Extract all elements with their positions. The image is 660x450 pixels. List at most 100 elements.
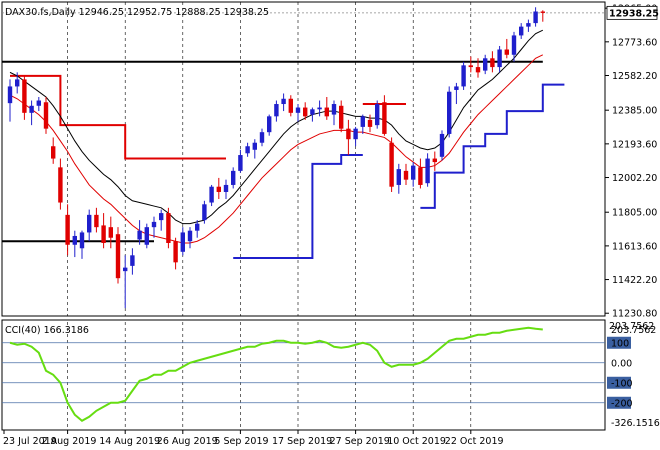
candle-body (187, 230, 193, 242)
candle (101, 213, 106, 249)
cci-indicator-label: CCI(40) 166.3186 (5, 325, 89, 336)
cci-level-box (607, 336, 631, 349)
cci-current-value-label: 203.7562 (609, 321, 654, 332)
candle (447, 86, 452, 138)
candle (137, 220, 142, 245)
candle (367, 114, 373, 133)
candle-body (216, 186, 221, 192)
price-tick-label: 12002.20 (612, 173, 657, 184)
candle (468, 56, 473, 73)
price-tick-label: 12193.60 (612, 139, 657, 150)
candle (130, 248, 135, 275)
candle-body (346, 128, 351, 140)
candle-body (87, 214, 92, 233)
candle-body (382, 102, 387, 134)
candle-body (202, 204, 207, 221)
candle-body (468, 65, 473, 68)
candle-body (288, 98, 293, 113)
candle-body (331, 104, 337, 115)
candle (490, 51, 495, 73)
candle (195, 220, 200, 238)
price-tick-label: 12582.20 (612, 71, 657, 82)
candle (439, 130, 445, 161)
candle-body (180, 232, 185, 252)
time-tick-label: 22 Oct 2019 (445, 436, 504, 447)
candle (418, 158, 423, 189)
cci-level-label: -100 (611, 378, 633, 389)
candle-body (526, 23, 531, 27)
candle (166, 207, 171, 249)
candle (43, 96, 49, 134)
candle (540, 10, 545, 22)
cci-panel-frame (1, 319, 606, 431)
cci-grid (67, 322, 472, 430)
candle (22, 75, 27, 120)
candle (108, 216, 113, 249)
candle (511, 31, 517, 62)
candle-body (396, 169, 401, 185)
cci-axis: 100 0.00 -100 -200 203.7562 -326.1516 203.7562 (607, 321, 660, 429)
candle-body (22, 79, 27, 113)
candle-body (310, 109, 315, 115)
candle-body (259, 132, 265, 143)
candle-body (447, 91, 452, 134)
cci-level-label: 100 (611, 338, 629, 349)
current-price-box (606, 5, 658, 20)
candle-body (36, 100, 41, 106)
candle (288, 95, 293, 117)
candle-body (511, 35, 517, 55)
candle (281, 93, 286, 112)
price-tick-label: 11230.80 (612, 309, 657, 320)
candle (411, 162, 416, 187)
candle-body (72, 235, 77, 245)
candle-body (159, 213, 164, 221)
candle (331, 100, 337, 126)
candle (475, 58, 481, 78)
candle (396, 163, 401, 194)
cci-level-box (607, 376, 631, 389)
time-tick-label: 27 Sep 2019 (330, 436, 390, 447)
candle (238, 149, 243, 173)
price-panel-frame (1, 1, 606, 317)
candle-body (375, 104, 380, 126)
candle-body (245, 146, 250, 154)
candle (497, 45, 502, 73)
candle-body (490, 58, 495, 68)
candle-body (195, 223, 200, 231)
moving-averages (9, 29, 544, 244)
candle (151, 216, 157, 238)
cci-level-box (607, 396, 631, 409)
candle-body (166, 213, 171, 243)
time-tick-label: 5 Sep 2019 (214, 436, 268, 447)
candle-body (173, 241, 178, 263)
cci-max-label: 203.7562 (611, 325, 656, 336)
candle (483, 54, 488, 75)
candle (7, 79, 13, 122)
candle-body (123, 267, 128, 272)
candle-body (295, 107, 301, 113)
time-tick-label: 17 Sep 2019 (272, 436, 332, 447)
chart-title: DAX30.fs,Daily 12946.25 12952.75 12888.2… (5, 7, 269, 18)
candle (58, 158, 63, 210)
candle-body (231, 170, 236, 185)
candle (504, 38, 509, 59)
slow-moving-average (9, 54, 544, 244)
candle (533, 7, 538, 27)
candle (202, 200, 207, 224)
candle-body (137, 230, 142, 240)
cci-line (9, 326, 543, 422)
candle-body (108, 227, 113, 238)
candle (432, 151, 437, 171)
price-tick-label: 11613.60 (612, 241, 657, 252)
candle-body (389, 142, 394, 187)
candle (526, 19, 531, 32)
candle-body (411, 165, 416, 180)
candle-body (454, 86, 459, 90)
candle-body (519, 26, 524, 36)
candle-body (303, 107, 308, 117)
candle-body (324, 107, 329, 117)
candle (519, 23, 524, 39)
candle (173, 237, 178, 270)
